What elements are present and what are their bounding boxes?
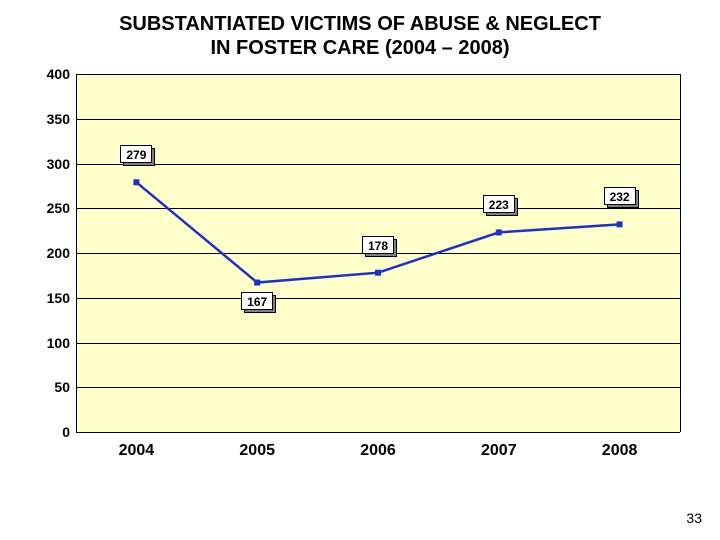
x-tick-label: 2005: [239, 432, 275, 460]
y-tick-label: 200: [47, 245, 76, 261]
y-tick-label: 100: [47, 335, 76, 351]
data-marker: [254, 280, 260, 286]
y-tick-label: 250: [47, 200, 76, 216]
series-line: [136, 182, 619, 282]
y-tick-label: 0: [62, 424, 76, 440]
y-tick-label: 150: [47, 290, 76, 306]
data-label: 178: [362, 236, 394, 254]
data-marker: [617, 221, 623, 227]
data-label: 223: [483, 195, 515, 213]
chart-title-line1: SUBSTANTIATED VICTIMS OF ABUSE & NEGLECT: [0, 12, 720, 36]
y-tick-label: 350: [47, 111, 76, 127]
data-label: 167: [241, 292, 273, 310]
x-tick-label: 2006: [360, 432, 396, 460]
x-tick-label: 2007: [481, 432, 517, 460]
data-label: 232: [604, 187, 636, 205]
data-marker: [496, 229, 502, 235]
chart-area: 279167178223232 050100150200250300350400…: [76, 74, 680, 432]
y-tick-label: 300: [47, 156, 76, 172]
plot-area: 279 167 178 223 232: [76, 74, 680, 432]
data-marker: [133, 179, 139, 185]
y-tick-label: 50: [54, 379, 76, 395]
data-label: 279: [120, 145, 152, 163]
chart-title-line2: IN FOSTER CARE (2004 – 2008): [0, 36, 720, 60]
y-tick-label: 400: [47, 66, 76, 82]
chart-title: SUBSTANTIATED VICTIMS OF ABUSE & NEGLECT…: [0, 12, 720, 60]
data-marker: [375, 270, 381, 276]
x-tick-label: 2004: [119, 432, 155, 460]
page-number: 33: [686, 510, 702, 526]
plot-right-border: [680, 74, 681, 432]
x-tick-label: 2008: [602, 432, 638, 460]
